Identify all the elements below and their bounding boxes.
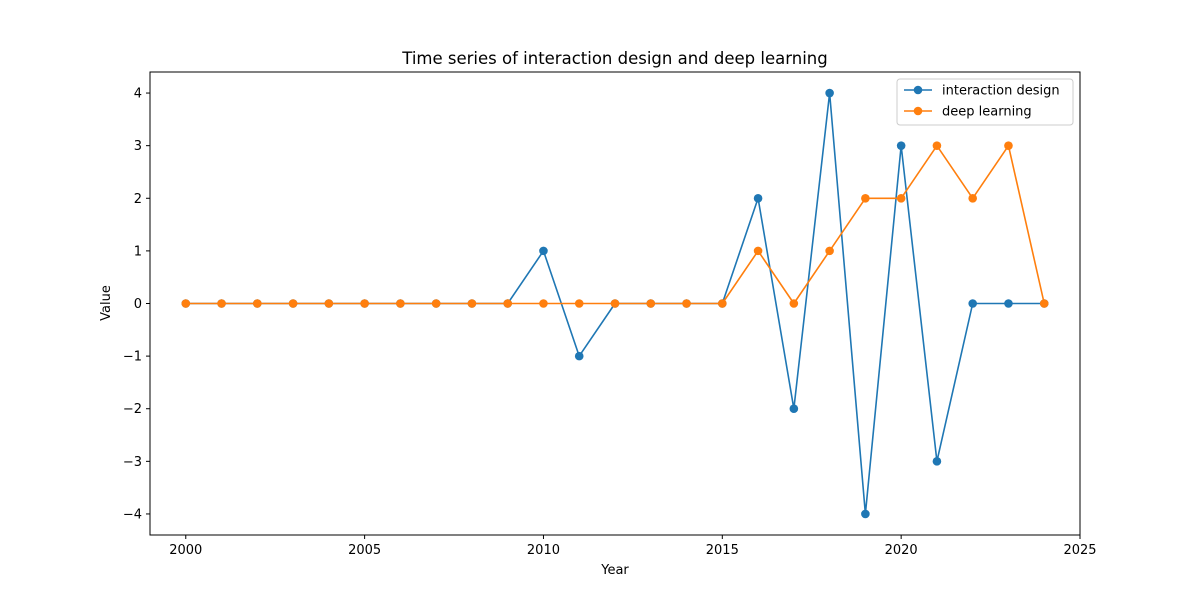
legend-marker bbox=[913, 85, 923, 95]
data-point-deep-learning bbox=[718, 299, 727, 308]
y-tick-label: −1 bbox=[123, 350, 142, 365]
x-tick-label: 2005 bbox=[348, 543, 381, 558]
data-point-deep-learning bbox=[682, 299, 691, 308]
legend-label: interaction design bbox=[942, 84, 1060, 99]
legend-label: deep learning bbox=[942, 105, 1032, 120]
data-point-interaction-design bbox=[968, 299, 977, 308]
data-point-deep-learning bbox=[861, 193, 870, 203]
series-line-deep-learning bbox=[185, 144, 1046, 305]
y-tick-label: −3 bbox=[123, 455, 142, 470]
data-point-deep-learning bbox=[288, 299, 298, 308]
data-point-deep-learning bbox=[467, 299, 477, 308]
data-point-deep-learning bbox=[431, 299, 441, 308]
data-point-interaction-design bbox=[539, 246, 548, 256]
x-tick-label: 2010 bbox=[527, 543, 560, 558]
chart-legend: interaction design deep learning bbox=[896, 78, 1074, 126]
data-point-deep-learning bbox=[789, 299, 799, 308]
y-tick-label: 2 bbox=[134, 192, 142, 207]
data-point-interaction-design bbox=[789, 404, 799, 414]
data-point-deep-learning bbox=[253, 299, 262, 308]
data-point-deep-learning bbox=[574, 299, 584, 308]
data-point-deep-learning bbox=[896, 193, 906, 203]
x-axis-label: Year bbox=[600, 563, 629, 578]
y-tick-label: 3 bbox=[134, 139, 142, 154]
data-point-deep-learning bbox=[181, 299, 191, 308]
legend-marker bbox=[913, 106, 923, 116]
data-point-deep-learning bbox=[1039, 299, 1049, 308]
data-point-interaction-design bbox=[1004, 299, 1013, 308]
data-point-deep-learning bbox=[503, 299, 512, 308]
plot-area: 2000 2005 2010 2015 2020 2025 −4 −3 −2 −1 0 1 2 3 4 bbox=[123, 71, 1097, 558]
y-tick-label: 1 bbox=[134, 244, 142, 259]
data-point-deep-learning bbox=[610, 299, 620, 308]
chart-title: Time series of interaction design and de… bbox=[401, 49, 827, 68]
data-point-interaction-design bbox=[932, 457, 942, 466]
data-point-deep-learning bbox=[646, 299, 656, 308]
data-point-deep-learning bbox=[753, 246, 763, 256]
x-tick-label: 2000 bbox=[169, 543, 202, 558]
y-axis-label: Value bbox=[99, 285, 114, 321]
data-point-interaction-design bbox=[753, 193, 763, 203]
data-point-deep-learning bbox=[968, 193, 977, 203]
y-tick-label: 4 bbox=[134, 87, 142, 102]
data-point-interaction-design bbox=[825, 88, 834, 98]
x-tick-label: 2025 bbox=[1063, 543, 1096, 558]
data-point-deep-learning bbox=[324, 299, 334, 308]
x-tick-label: 2015 bbox=[706, 543, 739, 558]
data-point-deep-learning bbox=[1004, 141, 1013, 150]
y-tick-label: 0 bbox=[134, 297, 142, 312]
data-point-deep-learning bbox=[825, 246, 834, 256]
y-tick-label: −4 bbox=[123, 507, 142, 522]
y-tick-label: −2 bbox=[123, 402, 142, 417]
legend-box bbox=[896, 78, 1074, 126]
data-point-interaction-design bbox=[896, 141, 906, 150]
data-point-deep-learning bbox=[360, 299, 369, 308]
x-tick-label: 2020 bbox=[885, 543, 918, 558]
data-point-deep-learning bbox=[932, 141, 942, 150]
data-point-interaction-design bbox=[861, 509, 870, 519]
data-point-interaction-design bbox=[574, 351, 584, 361]
data-point-deep-learning bbox=[539, 299, 548, 308]
data-point-deep-learning bbox=[217, 299, 226, 308]
data-point-deep-learning bbox=[396, 299, 405, 308]
